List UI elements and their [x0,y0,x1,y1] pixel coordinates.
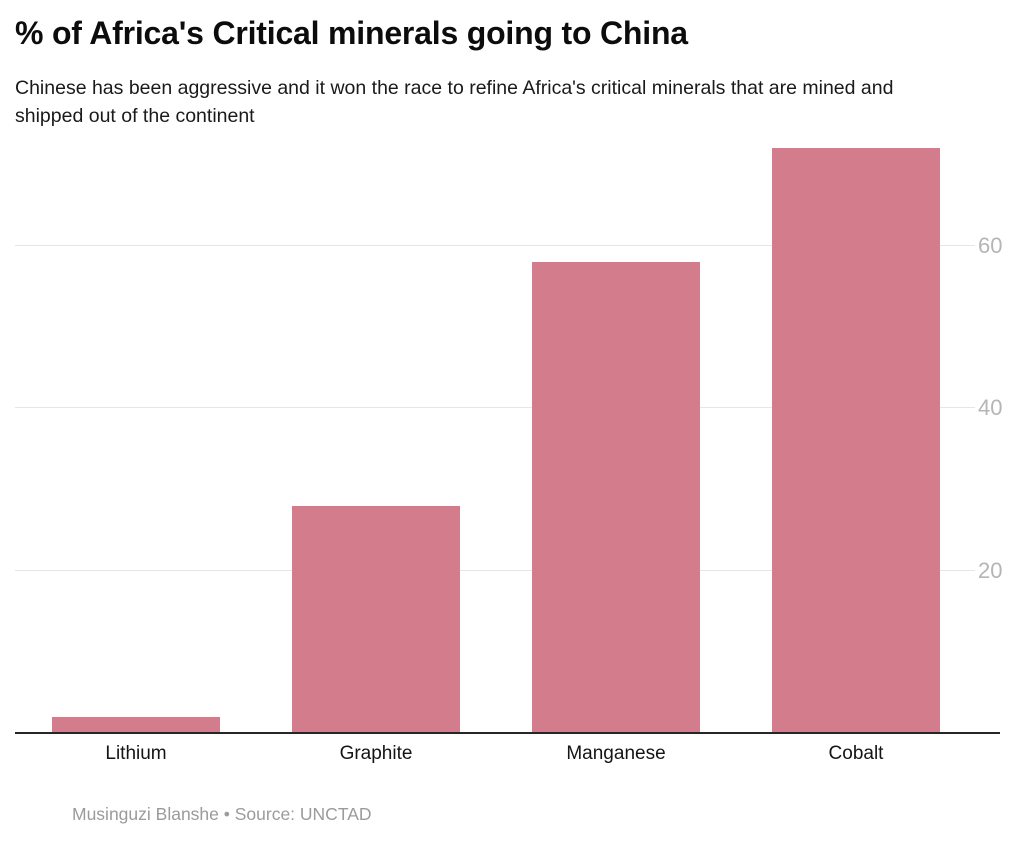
bar-manganese [532,261,700,733]
gridline-60 [15,244,975,246]
chart-subtitle: Chinese has been aggressive and it won t… [15,77,894,127]
bar-lithium [52,716,220,733]
x-label-manganese: Manganese [566,743,666,764]
x-label-graphite: Graphite [339,743,413,764]
chart-byline: Musinguzi Blanshe • Source: UNCTAD [72,804,372,824]
x-axis-line [15,732,1000,734]
bar-graphite [292,505,460,733]
bar-cobalt [772,148,940,733]
x-label-cobalt: Cobalt [828,743,884,764]
y-tick-label-20: 20 [978,557,1003,583]
y-tick-label-60: 60 [978,232,1003,258]
x-label-lithium: Lithium [105,743,167,764]
gridline-20 [15,569,975,571]
bar-chart-plot: 20 40 60 Lithium Graphite Manganese Cobalt [0,140,1024,764]
chart-title: % of Africa's Critical minerals going to… [15,15,688,51]
gridline-40 [15,407,975,409]
y-tick-label-40: 40 [978,395,1003,421]
